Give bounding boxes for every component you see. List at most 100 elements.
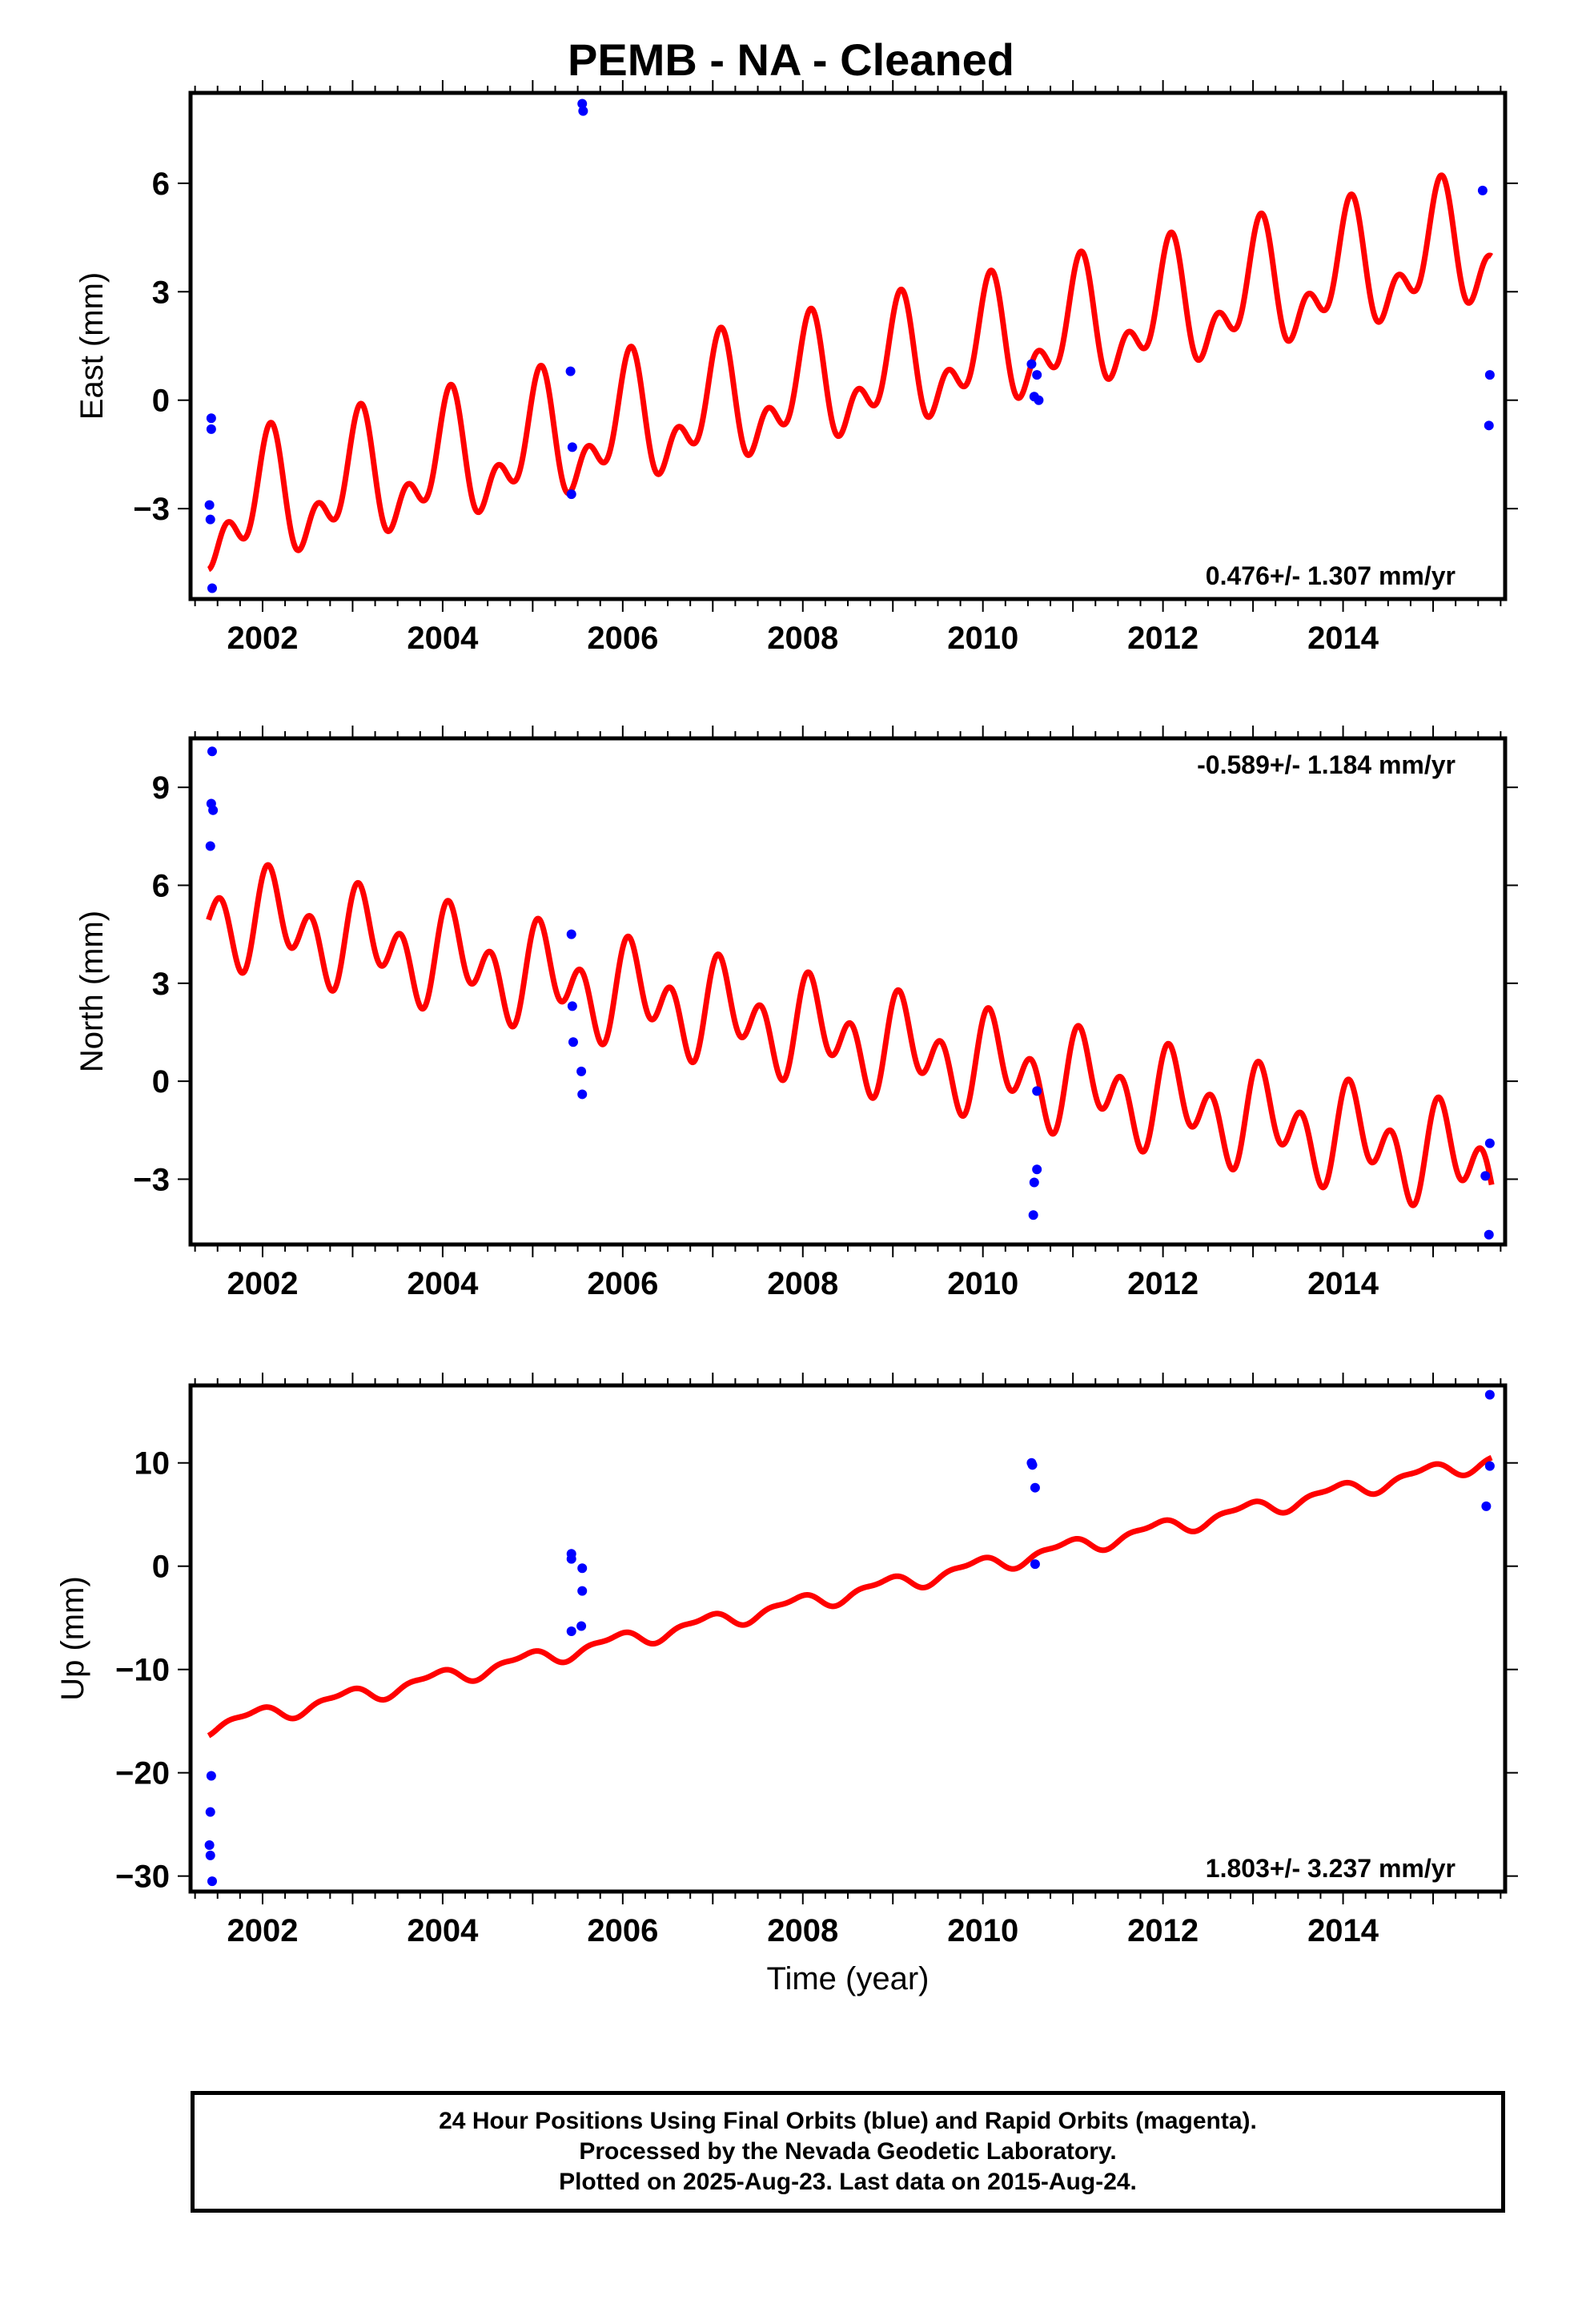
data-point	[205, 1807, 215, 1817]
data-point	[1030, 1482, 1040, 1493]
data-point	[207, 746, 217, 757]
data-point	[567, 1001, 577, 1011]
y-axis-label: North (mm)	[74, 911, 110, 1072]
east-panel: 2002 2004 2006 2008 2010 2012 2014 −3 0 3 6 East (m…	[74, 80, 1518, 656]
rate-annotation: 0.476+/- 1.307 mm/yr	[1206, 561, 1456, 590]
data-point	[1484, 1389, 1495, 1400]
data-point	[568, 1037, 578, 1047]
plot-frame	[188, 1383, 1508, 1894]
footer-line-2: Processed by the Nevada Geodetic Laborat…	[579, 2138, 1117, 2165]
y-tick-label: 3	[152, 275, 170, 310]
x-tick-label: 2004	[407, 1266, 479, 1301]
data-point	[576, 1621, 587, 1631]
up-panel: 2002 2004 2006 2008 2010 2012 2014 −30 −20 −10 0 10…	[55, 1373, 1518, 1996]
model-fit-line	[206, 1454, 1494, 1739]
plot-frame	[188, 90, 1508, 601]
data-point	[1028, 1210, 1038, 1220]
x-tick-label: 2010	[947, 621, 1018, 656]
x-axis-label: Time (year)	[767, 1961, 930, 1996]
data-point	[1030, 1559, 1040, 1570]
x-tick-label: 2002	[227, 621, 298, 656]
data-point	[206, 413, 216, 424]
y-tick-label: 0	[152, 1550, 170, 1585]
data-point	[1484, 370, 1495, 380]
data-point	[205, 841, 215, 851]
y-tick-label: 9	[152, 770, 170, 806]
data-point	[565, 366, 576, 376]
data-point	[1032, 1164, 1042, 1175]
plot-frame	[188, 736, 1508, 1247]
data-point	[1026, 359, 1037, 369]
data-point	[1484, 1138, 1495, 1148]
data-point	[576, 1066, 587, 1076]
rate-annotation: -0.589+/- 1.184 mm/yr	[1197, 750, 1456, 779]
x-tick-label: 2012	[1127, 1266, 1199, 1301]
footer-line-1: 24 Hour Positions Using Final Orbits (bl…	[439, 2108, 1257, 2134]
data-point	[204, 1839, 215, 1850]
x-tick-label: 2014	[1307, 621, 1379, 656]
x-tick-label: 2002	[227, 1266, 298, 1301]
footer-line-3: Plotted on 2025-Aug-23. Last data on 201…	[559, 2169, 1137, 2195]
y-tick-label: 3	[152, 967, 170, 1002]
x-tick-label: 2004	[407, 621, 479, 656]
data-point	[1484, 1461, 1495, 1471]
data-point	[577, 99, 588, 109]
model-fit-line	[206, 172, 1494, 573]
page-title: PEMB - NA - Cleaned	[568, 34, 1014, 85]
data-point	[577, 1586, 588, 1596]
data-point	[567, 442, 577, 452]
x-tick-label: 2006	[587, 1913, 658, 1948]
data-point	[1032, 1086, 1042, 1096]
y-axis-label: Up (mm)	[55, 1576, 90, 1701]
data-point	[1029, 1177, 1039, 1188]
data-point	[1481, 1501, 1492, 1511]
data-point	[1027, 1460, 1038, 1470]
data-point	[205, 514, 215, 525]
north-panel: 2002 2004 2006 2008 2010 2012 2014 −3 0 3 6 9 North …	[74, 726, 1518, 1301]
data-point	[206, 1771, 216, 1781]
data-point	[1034, 395, 1044, 405]
data-point	[205, 1850, 215, 1860]
x-tick-label: 2004	[407, 1913, 479, 1948]
data-point	[206, 424, 216, 434]
x-tick-label: 2010	[947, 1266, 1018, 1301]
data-point	[566, 1554, 576, 1564]
model-fit-line	[206, 862, 1495, 1208]
y-tick-label: 10	[135, 1446, 171, 1482]
y-tick-label: −10	[115, 1653, 170, 1688]
data-point	[207, 1876, 217, 1887]
x-tick-label: 2008	[767, 1266, 838, 1301]
footer-box: 24 Hour Positions Using Final Orbits (bl…	[191, 2091, 1505, 2213]
data-point	[208, 805, 219, 815]
rate-annotation: 1.803+/- 3.237 mm/yr	[1206, 1854, 1456, 1883]
data-point	[578, 106, 588, 116]
data-point	[1484, 1229, 1494, 1240]
y-tick-label: −20	[115, 1756, 170, 1791]
x-tick-label: 2012	[1127, 621, 1199, 656]
data-point	[566, 489, 576, 500]
x-tick-label: 2008	[767, 621, 838, 656]
x-tick-label: 2006	[587, 621, 658, 656]
data-point	[1484, 420, 1494, 431]
data-point	[204, 500, 215, 510]
data-point	[1032, 370, 1042, 380]
data-point	[577, 1089, 588, 1100]
x-tick-label: 2006	[587, 1266, 658, 1301]
y-tick-label: 6	[152, 167, 170, 202]
x-tick-label: 2008	[767, 1913, 838, 1948]
x-tick-label: 2014	[1307, 1266, 1379, 1301]
y-axis-label: East (mm)	[74, 272, 110, 420]
data-point	[577, 1563, 588, 1574]
y-tick-label: 0	[152, 1064, 170, 1100]
y-tick-label: −3	[133, 492, 170, 527]
y-tick-label: 6	[152, 868, 170, 903]
x-tick-label: 2010	[947, 1913, 1018, 1948]
y-tick-label: −3	[133, 1162, 170, 1197]
data-point	[566, 929, 576, 939]
x-tick-label: 2014	[1307, 1913, 1379, 1948]
data-point	[1477, 185, 1488, 195]
x-tick-label: 2012	[1127, 1913, 1199, 1948]
y-tick-label: 0	[152, 384, 170, 419]
y-tick-label: −30	[115, 1860, 170, 1895]
